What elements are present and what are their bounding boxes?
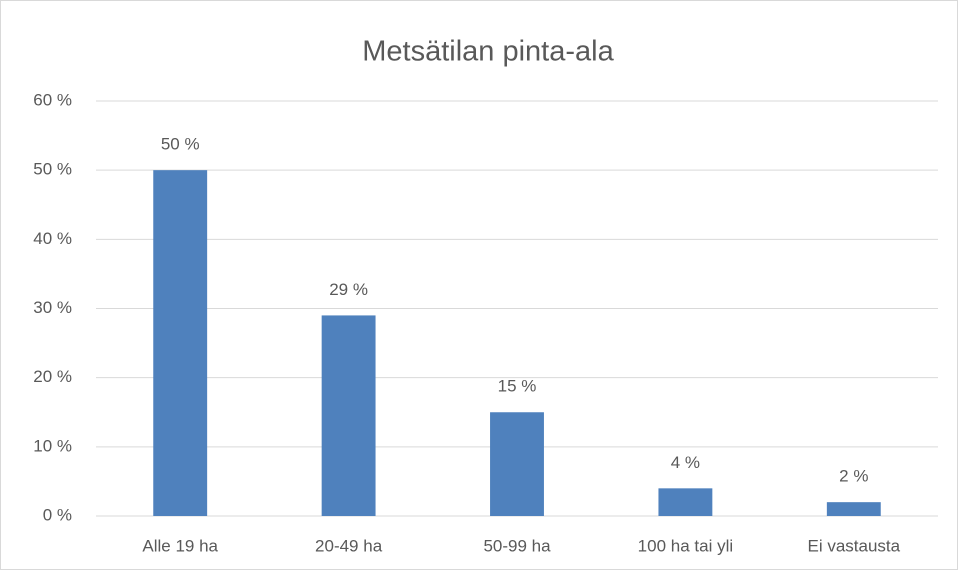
data-label: 2 % (839, 467, 868, 486)
bar (153, 170, 208, 516)
y-tick-label: 50 % (33, 160, 72, 179)
x-tick-label: Ei vastausta (807, 536, 900, 555)
x-tick-label: Alle 19 ha (142, 536, 218, 555)
x-tick-label: 50-99 ha (483, 536, 551, 555)
y-tick-label: 20 % (33, 367, 72, 386)
bar (321, 315, 376, 516)
data-label: 15 % (498, 377, 537, 396)
y-tick-label: 0 % (43, 505, 72, 524)
data-label: 4 % (671, 453, 700, 472)
y-tick-label: 30 % (33, 298, 72, 317)
bar (826, 502, 881, 516)
bar (658, 488, 713, 516)
data-label: 29 % (329, 280, 368, 299)
y-tick-label: 40 % (33, 229, 72, 248)
chart-title: Metsätilan pinta-ala (362, 36, 614, 68)
x-tick-label: 20-49 ha (315, 536, 383, 555)
y-tick-label: 10 % (33, 436, 72, 455)
bar (490, 412, 544, 516)
data-label: 50 % (161, 135, 200, 154)
x-tick-label: 100 ha tai yli (638, 536, 733, 555)
y-tick-label: 60 % (33, 90, 72, 109)
